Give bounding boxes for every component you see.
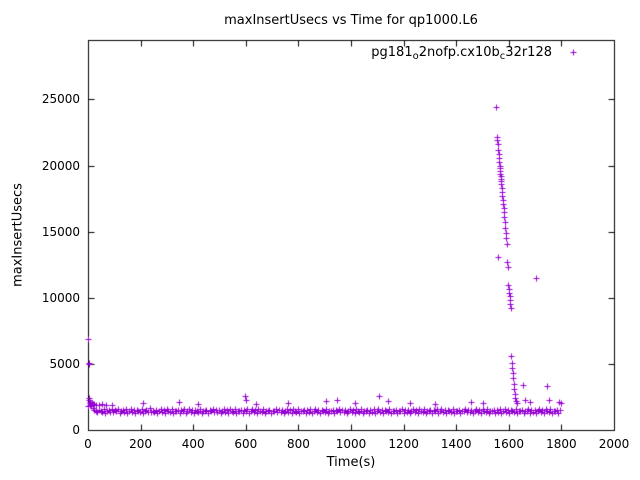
legend-text: 2nofp.cx10b [418, 45, 500, 60]
legend-text: 32r128 [505, 45, 552, 60]
y-tick-label: 25000 [41, 92, 80, 107]
x-tick-label: 0 [84, 437, 92, 451]
x-tick-label: 1200 [388, 437, 419, 451]
legend-subscript: c [499, 51, 506, 62]
legend-series-label: pg181o2nofp.cx10bc32r128 [371, 45, 552, 62]
x-tick-label: 1000 [335, 437, 367, 451]
x-axis-label: Time(s) [326, 455, 376, 470]
x-tick-label: 400 [181, 437, 205, 451]
x-tick-label: 1600 [493, 437, 525, 451]
y-tick-label: 15000 [41, 224, 80, 239]
x-tick-label: 200 [129, 437, 153, 451]
y-tick-label: 0 [72, 423, 80, 437]
x-tick-label: 2000 [598, 437, 630, 451]
legend-text: pg181 [371, 45, 413, 60]
x-tick-label: 800 [286, 437, 310, 451]
y-tick-label: 5000 [49, 356, 80, 371]
chart-title: maxInsertUsecs vs Time for qp1000.L6 [224, 13, 478, 28]
y-tick-label: 20000 [41, 158, 80, 173]
x-tick-label: 1800 [546, 437, 577, 451]
x-tick-label: 600 [234, 437, 258, 451]
y-tick-label: 10000 [41, 290, 80, 305]
legend-subscript: o [412, 51, 419, 62]
x-tick-label: 1400 [440, 437, 472, 451]
